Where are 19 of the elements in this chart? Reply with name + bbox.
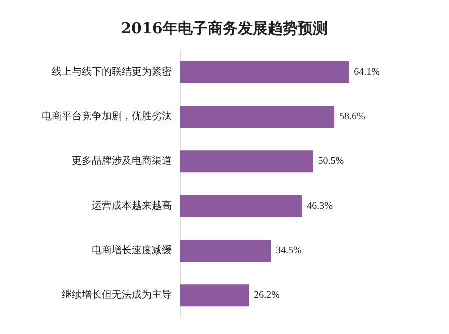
- bar: [180, 240, 271, 262]
- data-label: 58.6%: [340, 112, 366, 122]
- y-tick-label: 线上与线下的联结更为紧密: [52, 66, 172, 78]
- bar: [180, 284, 250, 307]
- chart-title: 2016年电子商务发展趋势预测: [121, 20, 328, 38]
- y-tick-label: 继续增长但无法成为主导: [62, 289, 172, 302]
- data-label: 46.3%: [307, 200, 333, 212]
- bar: [180, 150, 314, 173]
- bar: [180, 195, 302, 218]
- y-tick-label: 电商增长速度减缓: [92, 244, 172, 256]
- bar: [180, 106, 335, 128]
- data-label: 64.1%: [354, 66, 380, 78]
- data-label: 26.2%: [254, 290, 280, 302]
- data-label: 34.5%: [276, 246, 302, 256]
- y-tick-label: 更多品牌涉及电商渠道: [72, 155, 172, 168]
- y-tick-label: 运营成本越来越高: [92, 200, 172, 212]
- data-label: 50.5%: [318, 156, 344, 168]
- bar: [180, 61, 350, 84]
- y-tick-label: 电商平台竞争加剧，优胜劣汰: [42, 110, 172, 122]
